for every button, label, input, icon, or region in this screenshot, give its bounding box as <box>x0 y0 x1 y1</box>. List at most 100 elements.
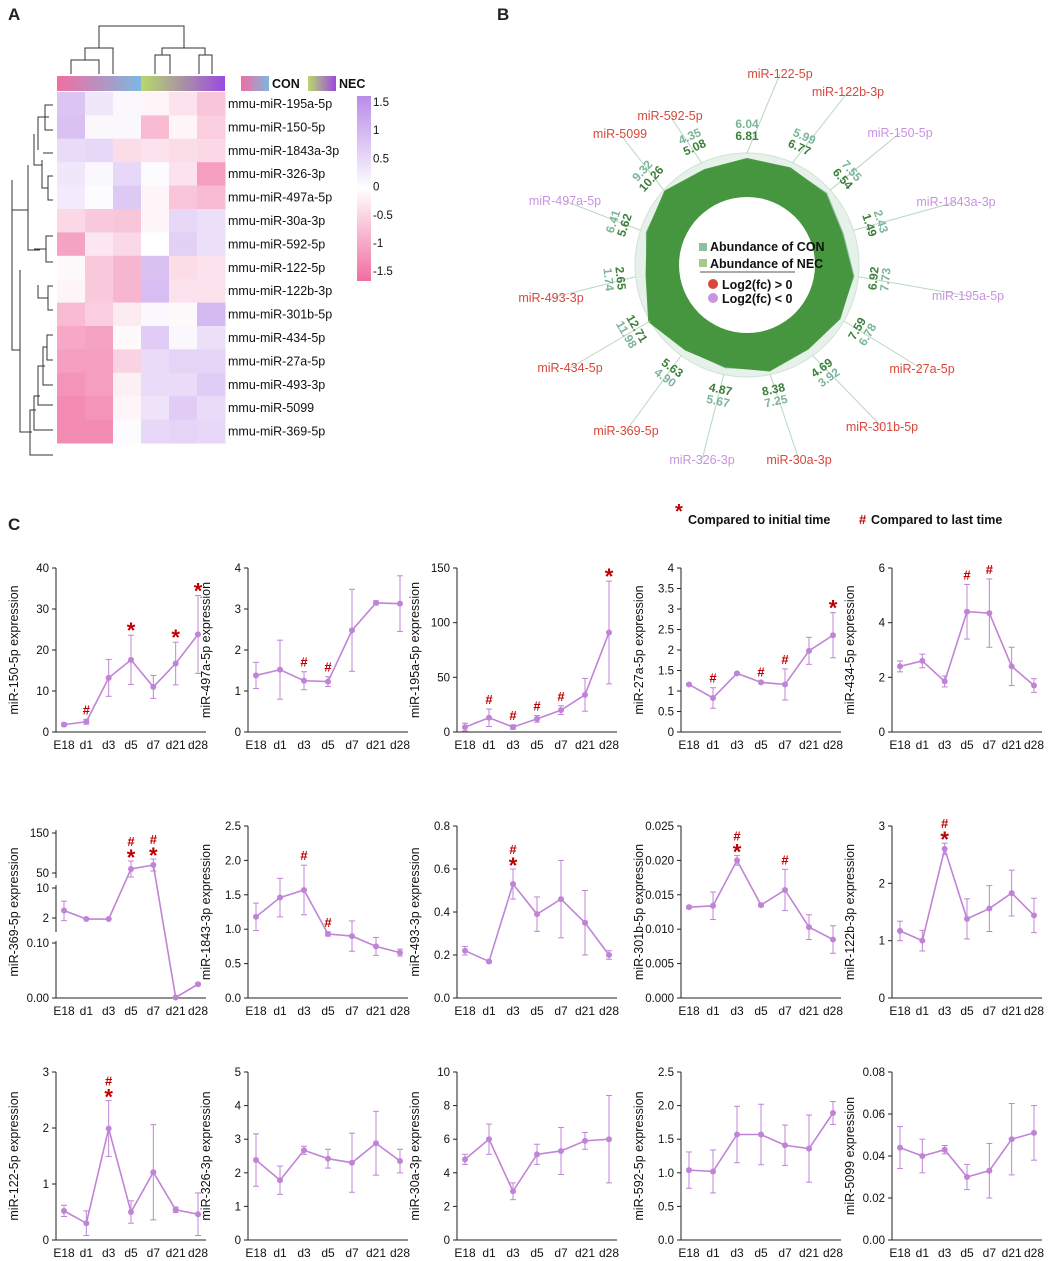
radar-spoke <box>843 320 923 370</box>
y-axis-title: miR-369-5p expression <box>7 847 21 976</box>
data-point <box>964 915 970 922</box>
y-tick-label: 3.5 <box>658 584 674 596</box>
y-tick-label: 6 <box>444 1134 450 1146</box>
y-axis-title: miR-493-3p expression <box>408 847 422 976</box>
y-axis-title: miR-434-5p expression <box>843 585 857 714</box>
y-tick-label: 0.000 <box>645 993 674 1005</box>
data-point <box>986 1167 993 1174</box>
x-tick-label: d3 <box>506 1246 520 1260</box>
y-tick-label: 2 <box>668 645 674 657</box>
radar-mirna-label: miR-592-5p <box>637 109 702 123</box>
radar-spoke <box>792 91 849 163</box>
data-point <box>758 1131 764 1138</box>
x-tick-label: E18 <box>678 1004 700 1018</box>
heatmap-cell <box>85 372 114 397</box>
data-point <box>301 1147 307 1154</box>
x-tick-label: d3 <box>297 1246 311 1260</box>
con-bar <box>57 76 141 91</box>
x-tick-label: E18 <box>53 1246 75 1260</box>
x-tick-label: d7 <box>778 738 792 752</box>
star-mark: * <box>509 853 518 878</box>
radar-spoke <box>853 201 957 231</box>
heatmap-cell <box>85 302 114 327</box>
radar-mirna-label: miR-497a-5p <box>529 194 601 208</box>
radar-mirna-label: miR-301b-5p <box>846 420 918 434</box>
x-tick-label: d3 <box>506 1004 520 1018</box>
data-point <box>897 1144 903 1151</box>
x-tick-label: d5 <box>124 1246 138 1260</box>
data-point <box>397 1158 403 1165</box>
radar-mirna-label: miR-434-5p <box>537 361 602 375</box>
heatmap-cell <box>141 232 170 257</box>
heatmap-cell <box>141 209 170 233</box>
x-tick-label: d5 <box>754 738 768 752</box>
radar-spoke <box>769 374 800 461</box>
radar-nec-value: 5.62 <box>614 212 635 239</box>
line-chart: 0 50 100 150 E18 d1 d3 d5 d7 d21 d28 miR-195a-5p ex… <box>408 563 619 752</box>
radar-nec-value: 8.38 <box>761 380 787 399</box>
x-tick-label: d7 <box>554 1004 568 1018</box>
x-tick-label: E18 <box>454 738 476 752</box>
heatmap-row-label: mmu-miR-122b-3p <box>228 284 332 298</box>
color-scale-tick: 1 <box>373 125 379 137</box>
star-mark: * <box>940 827 949 852</box>
data-point <box>782 1142 788 1149</box>
x-tick-label: d1 <box>273 1246 287 1260</box>
x-tick-label: E18 <box>889 738 911 752</box>
data-point <box>172 1206 179 1213</box>
data-point <box>486 958 492 965</box>
heatmap-cell <box>85 349 114 374</box>
x-tick-label: d1 <box>80 1246 94 1260</box>
x-tick-label: d21 <box>1002 738 1022 752</box>
data-point <box>558 1147 564 1154</box>
line-chart: 0 1 2 3 E18 d1 d3 d5 d7 d21 d28 miR-122-5p expressi… <box>7 1067 208 1260</box>
y-tick-label: 0.06 <box>863 1109 885 1121</box>
heatmap-cell <box>57 138 86 163</box>
heatmap-cell <box>113 279 142 304</box>
line-chart: 0 1 2 3 4 5 E18 d1 d3 d5 d7 d21 d28 miR-326-3p expres… <box>199 1067 410 1260</box>
radar-spoke <box>829 132 901 191</box>
x-tick-label: d28 <box>390 1246 410 1260</box>
y-tick-label: 2.5 <box>658 1067 674 1079</box>
data-point <box>758 679 764 686</box>
panel-label-a: A <box>8 5 20 24</box>
star-mark: * <box>194 578 203 603</box>
heatmap-cell <box>197 279 226 304</box>
heatmap-row-label: mmu-miR-1843a-3p <box>228 144 339 158</box>
data-point <box>462 1156 468 1163</box>
data-point <box>582 1137 588 1144</box>
data-point <box>349 933 355 940</box>
data-point <box>806 924 812 931</box>
heatmap-row-label: mmu-miR-301b-5p <box>228 308 332 322</box>
data-point <box>941 678 948 685</box>
heatmap-cell <box>169 326 198 350</box>
data-point <box>582 691 588 698</box>
x-tick-label: d3 <box>102 738 116 752</box>
radar-con-value: 6.41 <box>603 208 624 235</box>
radar-mirna-label: miR-493-3p <box>518 291 583 305</box>
heatmap-cell <box>113 138 142 163</box>
heatmap-cell <box>169 92 198 116</box>
data-point <box>758 902 764 909</box>
data-point <box>61 721 67 728</box>
y-tick-label: 50 <box>36 868 49 880</box>
y-axis-title: miR-30a-3p expression <box>408 1091 422 1220</box>
con-abundance-label: Abundance of CON <box>710 240 825 254</box>
x-tick-label: d21 <box>166 1004 186 1018</box>
con-legend-square <box>699 243 707 251</box>
y-tick-label: 0 <box>879 993 885 1005</box>
y-tick-label: 0.0 <box>658 1235 674 1247</box>
y-tick-label: 0 <box>235 727 241 739</box>
y-tick-label: 0.6 <box>434 864 450 876</box>
radar-mirna-label: miR-5099 <box>593 127 647 141</box>
x-tick-label: d28 <box>823 1246 843 1260</box>
data-point <box>105 674 112 681</box>
star-legend-text: Compared to initial time <box>688 513 830 527</box>
data-point <box>534 715 540 722</box>
y-tick-label: 0 <box>43 727 49 739</box>
x-tick-label: d5 <box>321 1246 335 1260</box>
y-tick-label: 1 <box>668 686 674 698</box>
heatmap-cell <box>113 92 142 116</box>
radar-spoke <box>564 200 641 231</box>
